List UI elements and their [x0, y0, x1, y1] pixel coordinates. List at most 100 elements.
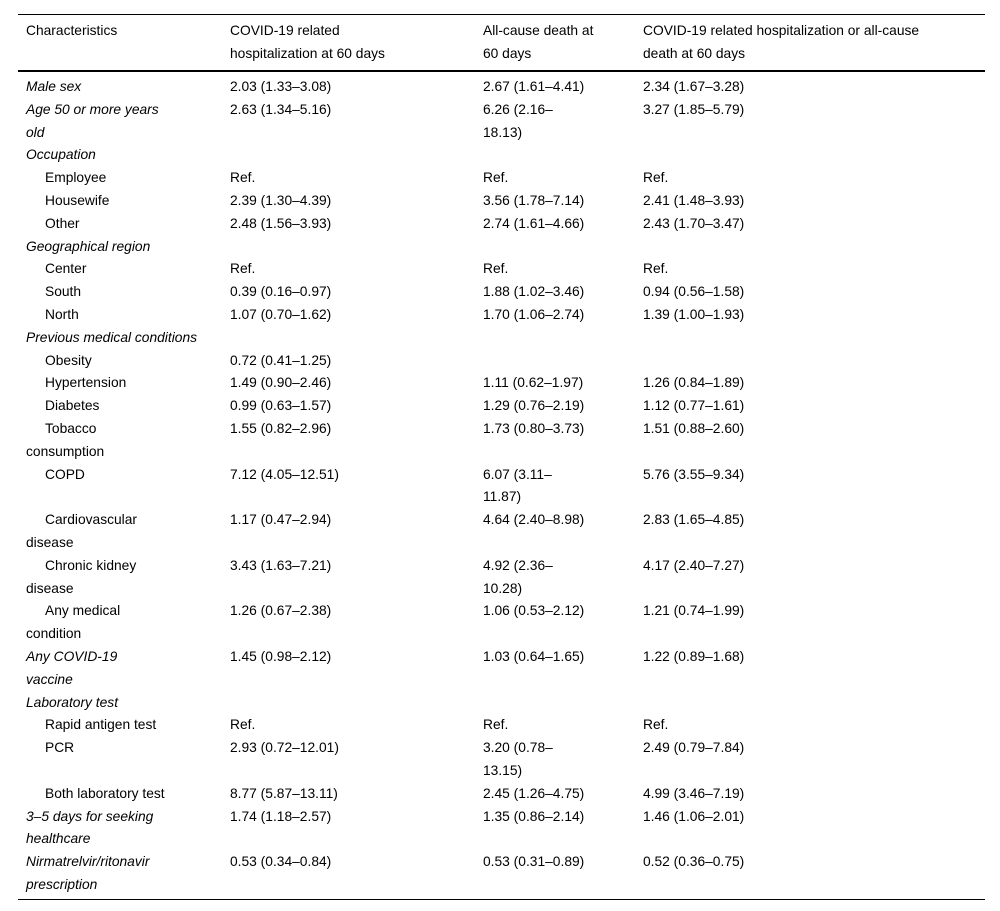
row-value: Ref. [230, 170, 256, 186]
row-value: 5.76 (3.55–9.34) [643, 466, 745, 482]
row-label: Employee [45, 170, 107, 186]
row-value: 1.22 (0.89–1.68) [643, 648, 745, 664]
row-value: 3.20 (0.78– 13.15) [483, 740, 553, 778]
row-value: 1.21 (0.74–1.99) [643, 603, 745, 619]
table-row: Laboratory test [18, 692, 985, 715]
row-value [643, 144, 985, 167]
row-value [483, 692, 643, 715]
row-value: 0.39 (0.16–0.97) [230, 284, 332, 300]
row-value: 1.73 (0.80–3.73) [483, 420, 585, 436]
row-value: 3.56 (1.78–7.14) [483, 192, 585, 208]
row-value: 7.12 (4.05–12.51) [230, 466, 339, 482]
row-value: 4.99 (3.46–7.19) [643, 785, 745, 801]
outcomes-ratio-table: Characteristics COVID-19 related hospita… [18, 14, 985, 900]
table-row: Rapid antigen test Ref. Ref. Ref. [18, 714, 985, 737]
table-row: Employee Ref. Ref. Ref. [18, 167, 985, 190]
row-value: 0.53 (0.34–0.84) [230, 851, 483, 900]
row-value: 0.99 (0.63–1.57) [230, 398, 332, 414]
row-value: 2.67 (1.61–4.41) [483, 79, 585, 94]
row-label: Any COVID-19 vaccine [26, 648, 118, 687]
row-value: Ref. [643, 261, 669, 277]
row-value: 2.49 (0.79–7.84) [643, 740, 745, 756]
table-row: Hypertension 1.49 (0.90–2.46) 1.11 (0.62–1… [18, 372, 985, 395]
table-row: COPD 7.12 (4.05–12.51) 6.07 (3.11– 11.87) 5… [18, 464, 985, 510]
row-value: 8.77 (5.87–13.11) [230, 785, 338, 801]
row-value: Ref. [483, 717, 509, 733]
row-value [483, 236, 643, 259]
row-value: 1.26 (0.84–1.89) [643, 375, 745, 391]
row-value: 2.83 (1.65–4.85) [643, 512, 745, 528]
row-value: 1.06 (0.53–2.12) [483, 603, 585, 619]
row-value: 2.03 (1.33–3.08) [230, 79, 332, 94]
row-label: South [45, 284, 82, 300]
table-row: Obesity 0.72 (0.41–1.25) [18, 350, 985, 373]
row-label: Both laboratory test [45, 785, 165, 801]
row-value: 2.93 (0.72–12.01) [230, 740, 339, 756]
row-label: Rapid antigen test [45, 717, 157, 733]
table-row: South 0.39 (0.16–0.97) 1.88 (1.02–3.46) 0.9… [18, 281, 985, 304]
row-value [230, 144, 483, 167]
row-value: 2.39 (1.30–4.39) [230, 192, 332, 208]
header-covid-hospitalization: COVID-19 related hospitalization at 60 d… [230, 14, 483, 72]
row-value: Ref. [483, 261, 509, 277]
table-row: Male sex 2.03 (1.33–3.08) 2.67 (1.61–4.41)… [18, 71, 985, 99]
table-row: Previous medical conditions [18, 327, 985, 350]
row-value: 0.72 (0.41–1.25) [230, 352, 332, 368]
row-value: Ref. [230, 261, 256, 277]
row-label: Other [45, 215, 80, 231]
row-value: 1.39 (1.00–1.93) [643, 306, 745, 322]
header-all-cause-death: All-cause death at 60 days [483, 14, 643, 72]
header-characteristics: Characteristics [18, 14, 230, 72]
row-value: Ref. [643, 717, 669, 733]
row-value: 1.45 (0.98–2.12) [230, 648, 332, 664]
table-body: Male sex 2.03 (1.33–3.08) 2.67 (1.61–4.41)… [18, 71, 985, 900]
row-value: 0.52 (0.36–0.75) [643, 851, 985, 900]
row-value: 6.26 (2.16– 18.13) [483, 101, 553, 140]
table-row: Tobacco consumption 1.55 (0.82–2.96) 1.73 … [18, 418, 985, 464]
row-value: 1.17 (0.47–2.94) [230, 512, 332, 528]
row-label: Previous medical conditions [26, 329, 198, 345]
row-label: Age 50 or more years old [26, 101, 159, 140]
row-value: 1.12 (0.77–1.61) [643, 398, 745, 414]
row-label: Housewife [45, 192, 110, 208]
row-value: 0.53 (0.31–0.89) [483, 851, 643, 900]
row-value: 1.70 (1.06–2.74) [483, 306, 585, 322]
table-row: Any COVID-19 vaccine 1.45 (0.98–2.12) 1.03… [18, 646, 985, 692]
row-label: Occupation [26, 147, 96, 163]
row-label: Any medical condition [26, 603, 121, 642]
row-label: Hypertension [45, 375, 127, 391]
table-row: PCR 2.93 (0.72–12.01) 3.20 (0.78– 13.15) 2.… [18, 737, 985, 783]
row-value [230, 692, 483, 715]
row-label: Obesity [45, 352, 92, 368]
row-value: Ref. [643, 170, 669, 186]
row-value: 4.64 (2.40–8.98) [483, 512, 585, 528]
row-value: 3.43 (1.63–7.21) [230, 557, 332, 573]
row-label: North [45, 306, 79, 322]
row-value: Ref. [483, 170, 509, 186]
row-value [643, 236, 985, 259]
row-label: 3–5 days for seeking healthcare [26, 808, 154, 847]
row-label: Cardiovascular disease [26, 512, 138, 550]
row-value [483, 327, 643, 350]
table-row: Cardiovascular disease 1.17 (0.47–2.94) 4.… [18, 509, 985, 555]
table-row: Other 2.48 (1.56–3.93) 2.74 (1.61–4.66) 2.4… [18, 213, 985, 236]
table-row: Housewife 2.39 (1.30–4.39) 3.56 (1.78–7.14… [18, 190, 985, 213]
row-label: Laboratory test [26, 694, 119, 710]
row-value: 1.26 (0.67–2.38) [230, 603, 332, 619]
row-value [643, 350, 985, 373]
row-value: 2.63 (1.34–5.16) [230, 101, 332, 117]
row-value [643, 692, 985, 715]
row-value: 1.88 (1.02–3.46) [483, 284, 585, 300]
row-value: 4.17 (2.40–7.27) [643, 557, 745, 573]
row-value: 1.07 (0.70–1.62) [230, 306, 332, 322]
row-label: Geographical region [26, 238, 151, 254]
row-label: Chronic kidney disease [26, 557, 137, 596]
row-value: 2.41 (1.48–3.93) [643, 192, 745, 208]
table-header: Characteristics COVID-19 related hospita… [18, 14, 985, 72]
row-value: 1.35 (0.86–2.14) [483, 808, 585, 824]
row-value [230, 236, 483, 259]
row-label: Diabetes [45, 398, 100, 414]
header-row: Characteristics COVID-19 related hospita… [18, 14, 985, 72]
table-row: Both laboratory test 8.77 (5.87–13.11) 2.4… [18, 783, 985, 806]
